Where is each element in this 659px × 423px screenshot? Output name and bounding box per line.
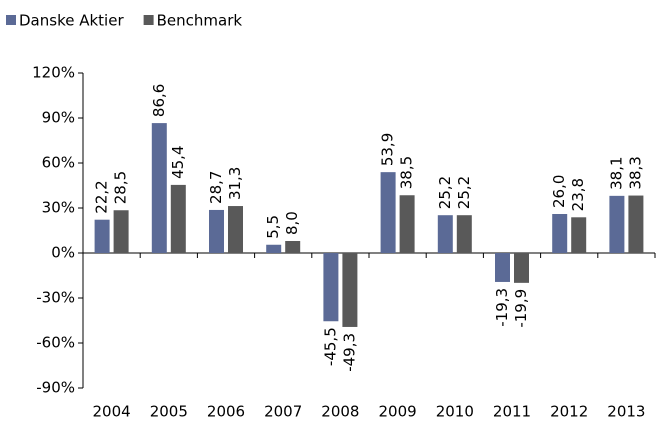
- y-tick-label: 90%: [42, 109, 75, 127]
- bar: [609, 195, 625, 253]
- bar: [571, 217, 587, 253]
- data-label: 38,5: [398, 156, 416, 189]
- data-label: 25,2: [436, 176, 454, 209]
- bar: [266, 244, 282, 253]
- data-label: 26,0: [550, 175, 568, 208]
- data-label: -19,9: [512, 289, 530, 328]
- y-tick-label: -60%: [36, 334, 75, 352]
- data-label: 28,7: [207, 171, 225, 204]
- x-tick-label: 2004: [93, 403, 131, 421]
- data-label: 53,9: [379, 133, 397, 166]
- data-label: 38,3: [626, 156, 644, 189]
- bar: [514, 253, 529, 283]
- data-label: 38,1: [607, 156, 625, 189]
- x-tick-label: 2007: [264, 403, 302, 421]
- data-label: -45,5: [321, 327, 339, 366]
- x-tick-label: 2010: [436, 403, 474, 421]
- bar: [628, 195, 644, 253]
- data-label: 25,2: [455, 176, 473, 209]
- bar: [456, 215, 472, 253]
- x-tick-label: 2006: [207, 403, 245, 421]
- data-label: -19,3: [493, 288, 511, 327]
- y-tick-label: -90%: [36, 379, 75, 397]
- bar: [380, 172, 396, 253]
- x-tick-label: 2011: [493, 403, 531, 421]
- bar: [228, 206, 243, 253]
- legend-swatch: [143, 15, 154, 25]
- data-label: 22,2: [93, 180, 111, 213]
- data-label: 45,4: [169, 145, 187, 178]
- y-tick-label: 0%: [51, 244, 75, 262]
- bar: [113, 210, 129, 253]
- data-label: -49,3: [340, 333, 358, 372]
- bar: [151, 123, 167, 253]
- data-label: 31,3: [226, 167, 244, 200]
- data-label: 5,5: [264, 215, 282, 239]
- data-label: 23,8: [569, 178, 587, 211]
- bar: [170, 184, 186, 253]
- bar: [437, 215, 453, 253]
- bar: [399, 195, 415, 253]
- x-tick-label: 2009: [379, 403, 417, 421]
- y-tick-label: 120%: [32, 64, 75, 82]
- bar: [342, 253, 358, 327]
- bar: [94, 219, 110, 253]
- y-tick-label: -30%: [36, 289, 75, 307]
- legend-swatch: [6, 15, 16, 25]
- bar: [323, 253, 339, 322]
- bar: [495, 253, 510, 282]
- y-tick-label: 60%: [42, 154, 75, 172]
- bar: [552, 214, 568, 253]
- bar: [209, 209, 224, 253]
- data-label: 8,0: [283, 211, 301, 235]
- x-tick-label: 2008: [321, 403, 359, 421]
- data-label: 28,5: [112, 171, 130, 204]
- x-tick-label: 2013: [607, 403, 645, 421]
- y-tick-label: 30%: [42, 199, 75, 217]
- legend-label: Danske Aktier: [19, 12, 124, 30]
- legend-label: Benchmark: [157, 12, 243, 30]
- x-tick-label: 2012: [550, 403, 588, 421]
- data-label: 86,6: [150, 84, 168, 117]
- x-tick-label: 2005: [150, 403, 188, 421]
- bar: [285, 241, 301, 253]
